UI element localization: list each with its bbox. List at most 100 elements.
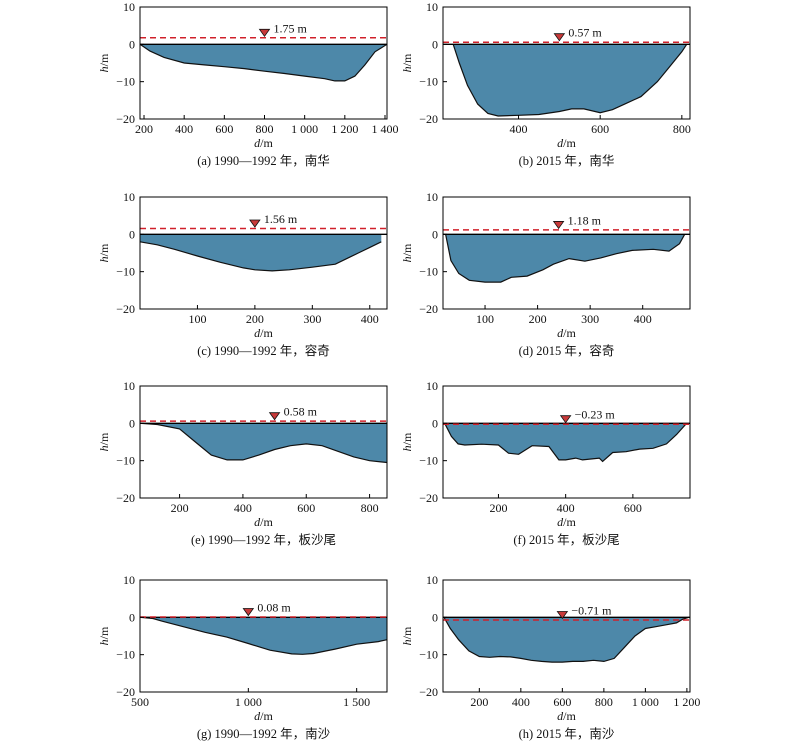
panel-d-x-tick-label: 200 (529, 312, 547, 326)
panel-d: 1.18 m 100 200 300 400 −20 −10 0 10 d/m h/m (d) 201… (400, 190, 691, 358)
panel-b-water-level-label: 0.57 m (568, 26, 602, 40)
panel-f-water-area (444, 423, 687, 462)
panel-h-y-tick-label: 10 (426, 573, 438, 587)
panel-b-y-tick-label: −20 (419, 112, 438, 126)
panel-h-frame (442, 579, 691, 693)
panel-g: 0.08 m 500 1 000 1 500 −20 −10 0 10 d/m h/m (g) 19… (97, 573, 388, 741)
panel-b-y-axis-title: h/m (400, 53, 414, 72)
panel-e: 0.58 m 200 400 600 800 −20 −10 0 10 d/m h/m (e) 199… (97, 379, 388, 547)
panel-a-x-tick-label: 1 000 (291, 122, 318, 136)
panel-a-x-tick-label: 400 (175, 122, 193, 136)
panel-h: −0.71 m 200 400 600 800 1 000 1 200 −20 −10 0 10 d/… (400, 573, 700, 741)
panel-e-y-tick-label: 10 (123, 379, 135, 393)
panel-c: 1.56 m 100 200 300 400 −20 −10 0 10 d/m h/m (c) 199… (97, 190, 388, 358)
panel-d-x-tick-label: 400 (634, 312, 652, 326)
panel-c-water-level-label: 1.56 m (264, 212, 298, 226)
panel-d-water-level-marker (552, 221, 565, 230)
panel-e-caption: (e) 1990—1992 年，板沙尾 (191, 533, 336, 547)
panel-a-caption: (a) 1990—1992 年，南华 (197, 153, 330, 168)
panel-h-x-tick-label: 400 (512, 695, 530, 709)
panel-c-x-axis-title: d/m (254, 326, 273, 340)
panel-h-y-tick-label: 0 (432, 610, 438, 624)
panel-f-water-level-marker (559, 415, 572, 424)
panel-b-y-tick-label: 10 (426, 0, 438, 14)
panel-e-y-axis-title: h/m (97, 432, 111, 451)
panel-a-x-tick-label: 200 (135, 122, 153, 136)
panel-e-x-axis-title: d/m (254, 515, 273, 529)
panel-h-water-level-label: −0.71 m (571, 603, 612, 617)
panel-f-y-tick-label: 0 (432, 416, 438, 430)
panel-c-y-axis-title: h/m (97, 243, 111, 262)
panel-f-x-tick-label: 200 (489, 501, 507, 515)
panel-e-x-tick-label: 800 (361, 501, 379, 515)
panel-b-x-axis-title: d/m (557, 136, 576, 150)
panel-c-bed-line (139, 241, 382, 272)
panel-b: 0.57 m 400 600 800 −20 −10 0 10 d/m h/m (b) 2015 年… (400, 0, 691, 168)
panel-c-y-tick-label: −20 (116, 302, 135, 316)
panel-a-x-tick-label: 1 200 (331, 122, 358, 136)
panel-d-y-tick-label: 0 (432, 227, 438, 241)
panel-h-x-tick-label: 1 200 (673, 695, 700, 709)
panel-h-x-tick-label: 800 (595, 695, 613, 709)
panel-b-water-area (453, 44, 687, 116)
panel-g-bed-line (139, 616, 388, 655)
panel-h-water-level-marker (556, 611, 569, 620)
panel-h-y-tick-label: −10 (419, 648, 438, 662)
panel-b-water-level-marker (553, 33, 566, 42)
panel-c-water-level-marker (249, 219, 261, 228)
panel-f-caption: (f) 2015 年，板沙尾 (513, 533, 619, 547)
panel-h-x-tick-label: 200 (470, 695, 488, 709)
panel-f-y-axis-title: h/m (400, 432, 414, 451)
panel-f-x-tick-label: 400 (557, 501, 575, 515)
panel-a-y-tick-label: −20 (116, 112, 135, 126)
panel-d-y-tick-label: −20 (419, 302, 438, 316)
panel-d-x-tick-label: 100 (476, 312, 494, 326)
panel-g-y-tick-label: 0 (129, 610, 135, 624)
panel-d-y-tick-label: −10 (419, 265, 438, 279)
panel-f-y-tick-label: −20 (419, 491, 438, 505)
panel-a-water-area (140, 44, 387, 81)
panel-a-y-tick-label: 10 (123, 0, 135, 14)
panel-g-y-tick-label: −20 (116, 685, 135, 699)
panel-h-water-area (444, 617, 689, 663)
panel-d-bed-line (445, 234, 686, 283)
panel-e-bed-line (139, 422, 388, 464)
panel-b-bed-line (452, 43, 688, 117)
panel-h-x-tick-label: 600 (553, 695, 571, 709)
panel-g-x-axis-title: d/m (254, 709, 273, 723)
panel-d-water-level-label: 1.18 m (568, 213, 602, 227)
panel-e-water-level-label: 0.58 m (284, 405, 318, 419)
panel-c-x-tick-label: 200 (246, 312, 264, 326)
panel-b-x-tick-label: 600 (591, 122, 609, 136)
panel-f-x-tick-label: 600 (624, 501, 642, 515)
panel-d-x-tick-label: 300 (581, 312, 599, 326)
panel-a-y-axis-title: h/m (97, 53, 111, 72)
panel-f-y-tick-label: 10 (426, 379, 438, 393)
panel-e-y-tick-label: 0 (129, 416, 135, 430)
panel-e-water-area (140, 423, 387, 463)
panel-c-x-tick-label: 400 (361, 312, 379, 326)
panel-f-x-axis-title: d/m (557, 515, 576, 529)
panel-f-y-tick-label: −10 (419, 454, 438, 468)
panel-b-y-tick-label: 0 (432, 37, 438, 51)
panel-f-water-level-label: −0.23 m (575, 408, 616, 422)
panel-b-frame (442, 6, 691, 120)
panel-a-bed-line (139, 43, 388, 82)
panel-c-frame (139, 196, 388, 310)
panel-g-y-axis-title: h/m (97, 626, 111, 645)
panel-e-y-tick-label: −20 (116, 491, 135, 505)
panel-d-x-axis-title: d/m (557, 326, 576, 340)
panel-c-caption: (c) 1990—1992 年，容奇 (197, 343, 330, 358)
panel-g-water-level-marker (242, 608, 255, 617)
panel-e-y-tick-label: −10 (116, 454, 135, 468)
panel-c-y-tick-label: 0 (129, 227, 135, 241)
panel-d-caption: (d) 2015 年，容奇 (519, 343, 615, 358)
panel-g-water-level-label: 0.08 m (257, 601, 291, 615)
panel-a: 1.75 m 200 400 600 800 1 000 1 200 1 400 −20 −10 0… (97, 0, 398, 168)
panel-g-x-tick-label: 500 (131, 695, 149, 709)
panel-g-caption: (g) 1990—1992 年，南沙 (197, 726, 331, 741)
panel-a-y-tick-label: 0 (129, 37, 135, 51)
panel-f-bed-line (444, 422, 688, 463)
